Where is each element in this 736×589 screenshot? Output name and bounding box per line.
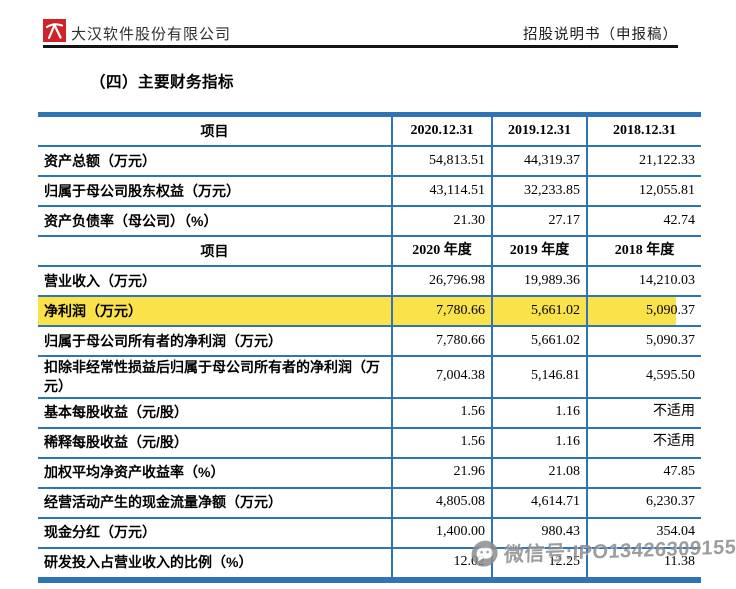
company-name: 大汉软件股份有限公司 bbox=[71, 27, 232, 43]
cell-value: 44,319.37 bbox=[491, 146, 587, 177]
cell-value: 26,796.98 bbox=[391, 266, 492, 297]
cell-value: 54,813.51 bbox=[391, 146, 492, 177]
table-row: 基本每股收益（元/股） 1.56 1.16 不适用 bbox=[38, 397, 701, 429]
column-header: 2019 年度 bbox=[491, 236, 587, 267]
cell-value: 19,989.36 bbox=[491, 266, 587, 297]
wechat-icon bbox=[471, 540, 498, 567]
cell-value: 4,595.50 bbox=[586, 356, 701, 399]
financial-indicators-table: 项目 2020.12.31 2019.12.31 2018.12.31 资产总额… bbox=[38, 112, 701, 583]
cell-value: 12.25 bbox=[491, 547, 587, 581]
company-logo-icon bbox=[43, 19, 66, 42]
row-label: 净利润（万元） bbox=[38, 296, 392, 327]
row-label: 加权平均净资产收益率（%） bbox=[38, 457, 392, 489]
table-row: 归属于母公司所有者的净利润（万元） 7,780.66 5,661.02 5,09… bbox=[38, 326, 701, 357]
cell-value: 1.16 bbox=[491, 397, 587, 429]
cell-value: 1.16 bbox=[491, 427, 587, 459]
cell-value: 42.74 bbox=[586, 206, 701, 237]
cell-value: 21.30 bbox=[391, 206, 492, 237]
table-row: 资产总额（万元） 54,813.51 44,319.37 21,122.33 bbox=[38, 146, 701, 177]
cell-value: 不适用 bbox=[586, 427, 701, 459]
table-row: 稀释每股收益（元/股） 1.56 1.16 不适用 bbox=[38, 427, 701, 459]
column-header: 2019.12.31 bbox=[491, 114, 587, 147]
cell-value: 7,780.66 bbox=[391, 296, 492, 327]
cell-value: 5,661.02 bbox=[491, 326, 587, 357]
table-row: 营业收入（万元） 26,796.98 19,989.36 14,210.03 bbox=[38, 266, 701, 297]
table-row: 现金分红（万元） 1,400.00 980.43 354.04 bbox=[38, 517, 701, 549]
cell-value: 43,114.51 bbox=[391, 176, 492, 207]
row-label: 经营活动产生的现金流量净额（万元） bbox=[38, 487, 392, 519]
cell-value: 27.17 bbox=[491, 206, 587, 237]
cell-value: 4,614.71 bbox=[491, 487, 587, 519]
table-row: 加权平均净资产收益率（%） 21.96 21.08 47.85 bbox=[38, 457, 701, 489]
column-header: 项目 bbox=[38, 236, 392, 267]
cell-value: 11.38 bbox=[586, 547, 701, 581]
cell-value: 21,122.33 bbox=[586, 146, 701, 177]
row-label: 现金分红（万元） bbox=[38, 517, 392, 549]
table-row-highlighted: 净利润（万元） 7,780.66 5,661.02 5,090.37 bbox=[38, 296, 701, 327]
watermark: 微信号:IPO13426309155 bbox=[470, 530, 736, 568]
cell-value: 5,661.02 bbox=[491, 296, 587, 327]
row-label: 营业收入（万元） bbox=[38, 266, 392, 297]
row-label: 归属于母公司所有者的净利润（万元） bbox=[38, 326, 392, 357]
table-row: 扣除非经常性损益后归属于母公司所有者的净利润（万元） 7,004.38 5,14… bbox=[38, 356, 701, 399]
section-heading: （四）主要财务指标 bbox=[90, 74, 235, 91]
cell-value: 21.96 bbox=[391, 457, 492, 489]
cell-value: 5,090.37 bbox=[586, 296, 701, 327]
cell-value: 980.43 bbox=[491, 517, 587, 549]
column-header: 2018 年度 bbox=[586, 236, 701, 267]
table-header-row: 项目 2020.12.31 2019.12.31 2018.12.31 bbox=[38, 114, 701, 147]
column-header: 2018.12.31 bbox=[586, 114, 701, 147]
cell-value: 1,400.00 bbox=[391, 517, 492, 549]
column-header: 2020.12.31 bbox=[391, 114, 492, 147]
row-label: 归属于母公司股东权益（万元） bbox=[38, 176, 392, 207]
dahan-logo bbox=[45, 23, 64, 40]
cell-value: 354.04 bbox=[586, 517, 701, 549]
cell-value: 47.85 bbox=[586, 457, 701, 489]
column-header: 项目 bbox=[38, 114, 392, 147]
cell-value: 6,230.37 bbox=[586, 487, 701, 519]
cell-value: 14,210.03 bbox=[586, 266, 701, 297]
row-label: 资产负债率（母公司）（%） bbox=[38, 206, 392, 237]
column-header: 2020 年度 bbox=[391, 236, 492, 267]
row-label: 扣除非经常性损益后归属于母公司所有者的净利润（万元） bbox=[38, 356, 392, 399]
cell-value: 12,055.81 bbox=[586, 176, 701, 207]
cell-value: 4,805.08 bbox=[391, 487, 492, 519]
row-label: 基本每股收益（元/股） bbox=[38, 397, 392, 429]
cell-value: 1.56 bbox=[391, 397, 492, 429]
table-row: 资产负债率（母公司）（%） 21.30 27.17 42.74 bbox=[38, 206, 701, 237]
cell-value: 5,090.37 bbox=[586, 326, 701, 357]
cell-value: 7,780.66 bbox=[391, 326, 492, 357]
row-label: 稀释每股收益（元/股） bbox=[38, 427, 392, 459]
document-title: 招股说明书（申报稿） bbox=[523, 27, 678, 43]
table-row: 经营活动产生的现金流量净额（万元） 4,805.08 4,614.71 6,23… bbox=[38, 487, 701, 519]
row-label: 研发投入占营业收入的比例（%） bbox=[38, 547, 392, 581]
cell-value: 5,146.81 bbox=[491, 356, 587, 399]
row-label: 资产总额（万元） bbox=[38, 146, 392, 177]
table-row: 归属于母公司股东权益（万元） 43,114.51 32,233.85 12,05… bbox=[38, 176, 701, 207]
cell-value: 1.56 bbox=[391, 427, 492, 459]
cell-value: 7,004.38 bbox=[391, 356, 492, 399]
cell-value: 不适用 bbox=[586, 397, 701, 429]
table-header-row: 项目 2020 年度 2019 年度 2018 年度 bbox=[38, 236, 701, 267]
header-divider bbox=[43, 45, 678, 48]
cell-value: 21.08 bbox=[491, 457, 587, 489]
cell-value: 32,233.85 bbox=[491, 176, 587, 207]
